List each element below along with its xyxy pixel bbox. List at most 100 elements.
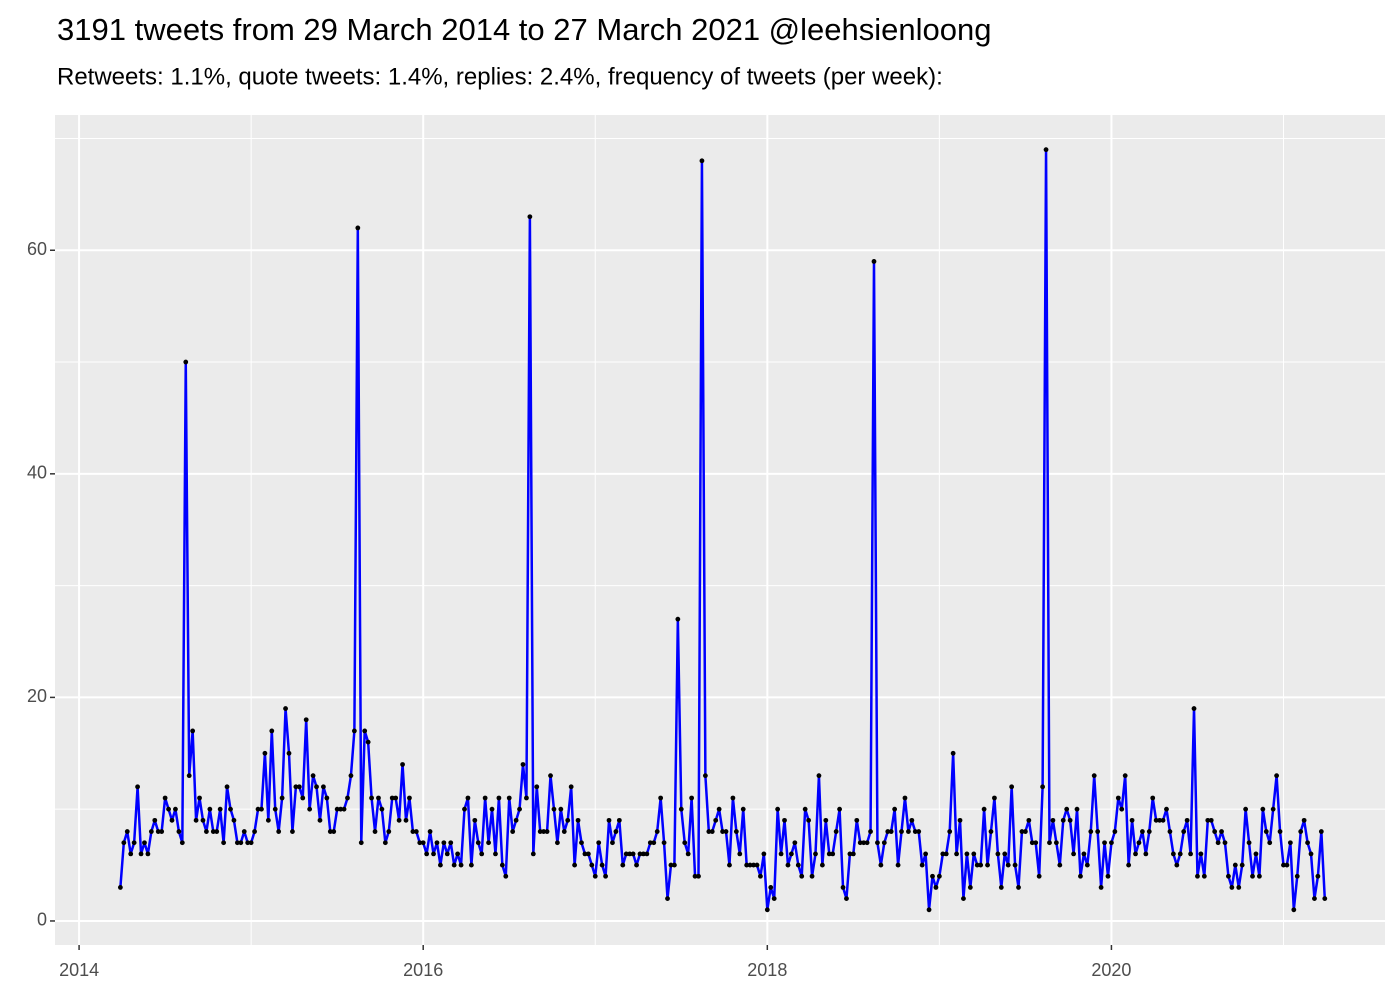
data-point — [307, 806, 313, 812]
data-point — [575, 817, 581, 823]
data-point — [238, 840, 244, 846]
data-point — [730, 795, 736, 801]
data-point — [300, 795, 306, 801]
data-point — [486, 840, 491, 846]
data-point — [1016, 885, 1021, 890]
data-point — [472, 817, 478, 823]
data-point — [283, 706, 288, 711]
data-point — [314, 784, 319, 790]
data-point — [537, 829, 543, 834]
data-point — [1305, 840, 1310, 846]
data-point — [589, 862, 595, 868]
data-point — [1012, 862, 1018, 868]
data-point — [1174, 862, 1180, 868]
data-point — [441, 840, 447, 846]
data-point — [1177, 851, 1183, 857]
data-point — [709, 829, 715, 834]
data-point — [716, 806, 722, 812]
data-point — [899, 829, 904, 834]
data-point — [1315, 873, 1321, 879]
data-point — [1033, 840, 1039, 846]
data-point — [1195, 873, 1200, 879]
data-point — [1205, 817, 1211, 823]
data-point — [857, 840, 863, 846]
data-point — [1274, 773, 1280, 779]
data-point — [778, 851, 784, 857]
data-point — [747, 862, 753, 868]
y-tick-label: 60 — [27, 239, 47, 259]
data-point — [293, 784, 299, 790]
data-point — [272, 806, 278, 812]
data-point — [606, 817, 612, 823]
data-point — [1318, 829, 1324, 834]
data-point — [190, 728, 196, 734]
data-point — [1098, 885, 1104, 890]
x-tick-label: 2020 — [1091, 960, 1131, 980]
data-point — [1253, 851, 1259, 857]
data-point — [985, 862, 990, 868]
data-point — [1043, 147, 1049, 153]
data-point — [682, 840, 688, 846]
data-point — [1029, 840, 1035, 846]
data-point — [245, 840, 251, 846]
data-point — [823, 817, 829, 823]
data-point — [658, 795, 664, 801]
data-point — [448, 840, 454, 846]
data-point — [585, 851, 591, 857]
data-point — [135, 784, 140, 790]
data-point — [964, 851, 970, 857]
data-point — [1143, 851, 1149, 857]
x-tick-label: 2014 — [59, 960, 99, 980]
data-point — [744, 862, 750, 868]
data-point — [954, 851, 959, 857]
data-point — [1322, 896, 1328, 902]
data-point — [1047, 840, 1052, 846]
data-point — [548, 773, 553, 779]
data-point — [799, 873, 805, 879]
data-point — [544, 829, 550, 834]
data-point — [362, 728, 368, 734]
data-point — [768, 885, 774, 890]
data-point — [1109, 840, 1114, 846]
data-point — [468, 862, 474, 868]
data-point — [888, 829, 894, 834]
data-point — [142, 840, 147, 846]
data-point — [186, 773, 192, 779]
data-point — [303, 717, 309, 723]
data-point — [1102, 840, 1107, 846]
data-point — [1294, 873, 1300, 879]
data-point — [644, 851, 650, 857]
data-point — [217, 806, 223, 812]
data-point — [462, 806, 467, 812]
panel — [55, 115, 1385, 945]
data-point — [565, 817, 571, 823]
data-point — [524, 795, 529, 801]
data-point — [733, 829, 739, 834]
data-point — [634, 862, 639, 868]
data-point — [957, 817, 963, 823]
x-tick-label: 2018 — [747, 960, 787, 980]
data-point — [276, 829, 282, 834]
data-point — [444, 851, 450, 857]
data-point — [699, 158, 705, 164]
data-point — [1250, 873, 1255, 879]
data-point — [1263, 829, 1269, 834]
data-point — [348, 773, 354, 779]
data-point — [207, 806, 213, 812]
data-point — [637, 851, 643, 857]
data-point — [183, 359, 189, 365]
data-point — [806, 817, 812, 823]
data-point — [1256, 873, 1262, 879]
data-point — [558, 806, 564, 812]
data-point — [210, 829, 216, 834]
data-point — [837, 806, 842, 812]
data-point — [992, 795, 997, 801]
data-point — [751, 862, 756, 868]
data-point — [1281, 862, 1286, 868]
data-point — [124, 829, 130, 834]
data-point — [541, 829, 547, 834]
data-point — [892, 806, 898, 812]
data-point — [1119, 806, 1125, 812]
data-point — [616, 817, 622, 823]
